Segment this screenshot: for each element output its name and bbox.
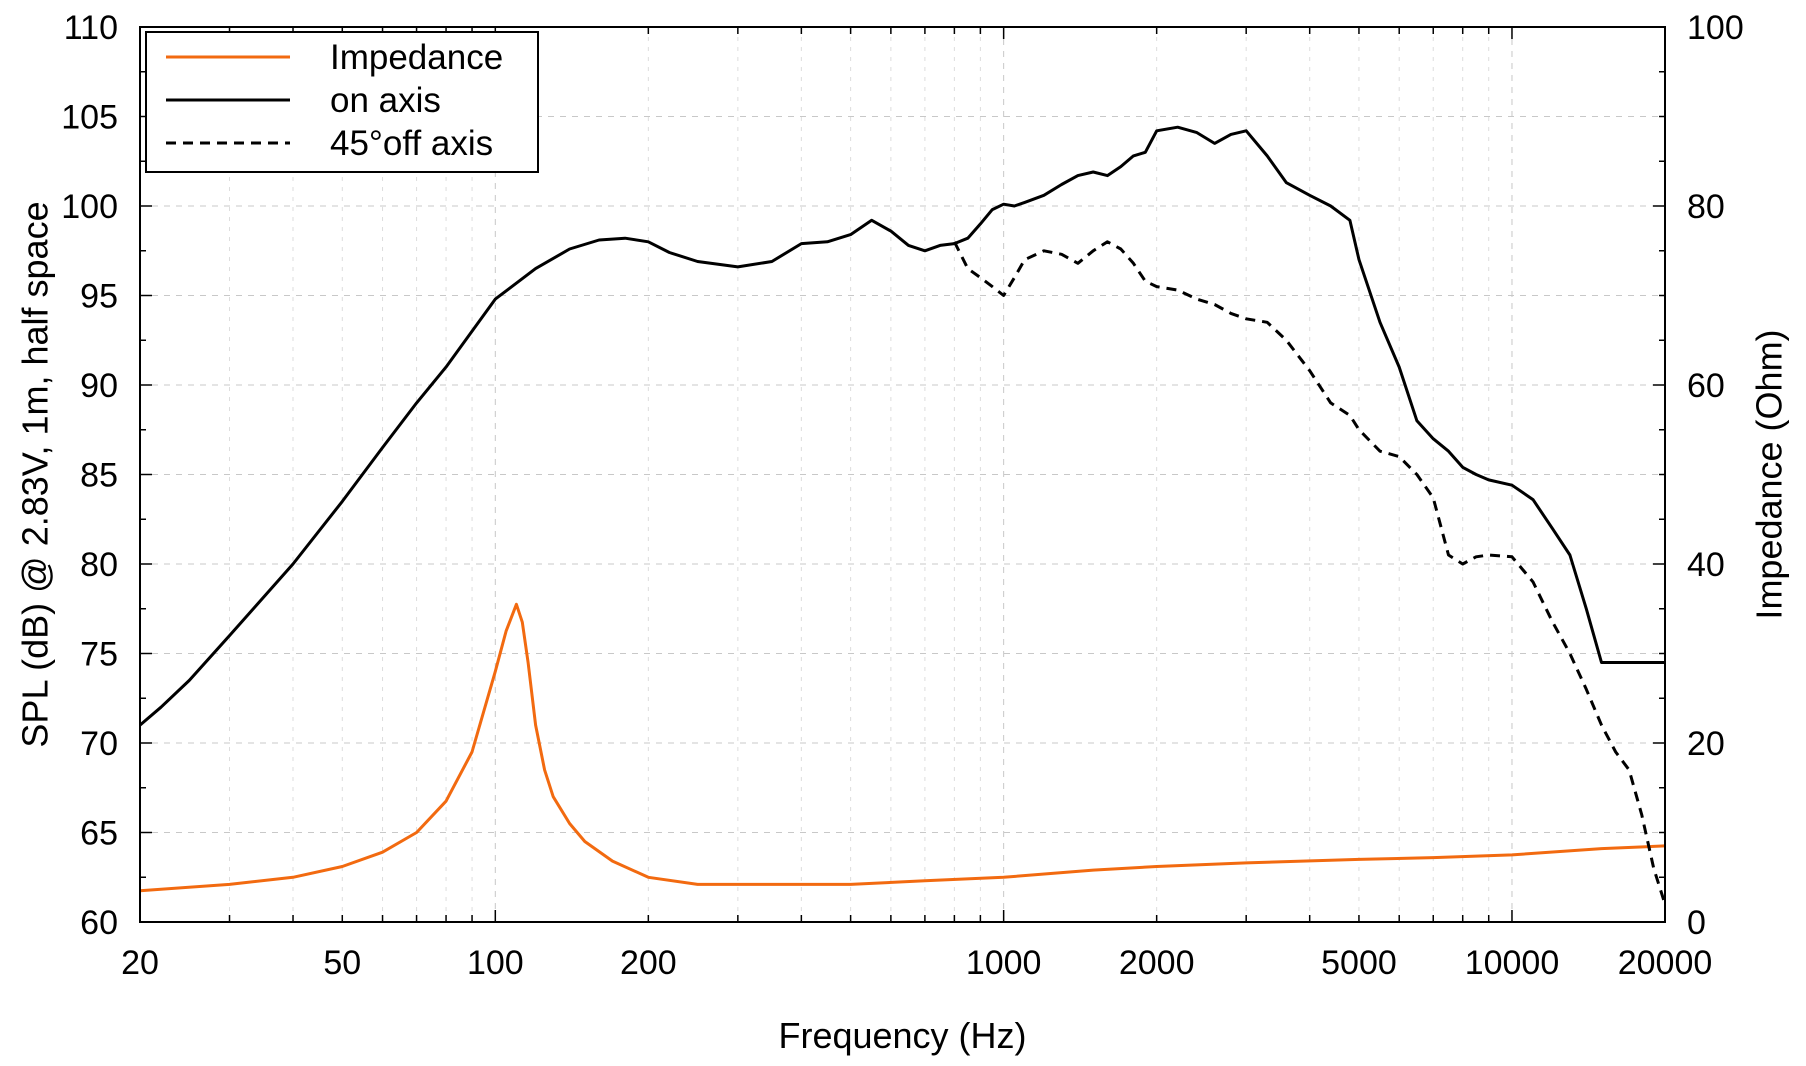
legend: Impedance on axis 45°off axis [145, 31, 539, 173]
series-line-impedance [139, 602, 1666, 893]
series-line-on-axis [139, 125, 1665, 727]
y-left-tick-label: 85 [80, 457, 118, 495]
x-tick-label: 20 [121, 944, 159, 982]
y-left-tick-label: 75 [80, 636, 118, 674]
x-tick-label: 100 [467, 944, 524, 982]
x-axis-title: Frequency (Hz) [778, 1015, 1026, 1056]
x-tick-label: 2000 [1119, 944, 1195, 982]
x-tick-label: 1000 [966, 944, 1042, 982]
y-left-tick-label: 105 [61, 99, 118, 137]
y-left-tick-label: 110 [64, 9, 118, 47]
y-right-tick-label: 0 [1687, 904, 1706, 942]
x-tick-label: 20000 [1618, 944, 1713, 982]
y-left-tick-labels: 60 65 70 75 80 85 90 95 100 105 110 [61, 9, 118, 942]
series-layer [139, 125, 1667, 905]
y-left-tick-label: 80 [80, 546, 118, 584]
y-right-tick-label: 20 [1687, 725, 1725, 763]
x-tick-label: 10000 [1465, 944, 1560, 982]
legend-label-on-axis: on axis [330, 81, 441, 120]
y-left-tick-label: 65 [80, 815, 118, 853]
y-right-axis-title: Impedance (Ohm) [1749, 329, 1790, 619]
y-right-tick-label: 80 [1687, 188, 1725, 226]
legend-label-impedance: Impedance [330, 38, 503, 77]
y-right-tick-labels: 0 20 40 60 80 100 [1687, 9, 1744, 942]
x-tick-label: 200 [620, 944, 677, 982]
legend-box [145, 31, 539, 173]
y-left-tick-label: 60 [80, 904, 118, 942]
y-right-tick-label: 60 [1687, 367, 1725, 405]
y-right-tick-label: 40 [1687, 546, 1725, 584]
series-line-45-off-axis [953, 240, 1667, 905]
y-left-axis-title: SPL (dB) @ 2.83V, 1m, half space [15, 201, 56, 747]
y-right-tick-label: 100 [1687, 9, 1744, 47]
legend-label-45-off-axis: 45°off axis [330, 124, 493, 163]
x-tick-label: 5000 [1321, 944, 1397, 982]
y-left-tick-label: 90 [80, 367, 118, 405]
y-left-tick-label: 100 [61, 188, 118, 226]
y-left-tick-label: 70 [80, 725, 118, 763]
x-tick-labels: 20 50 100 200 1000 2000 5000 10000 20000 [121, 944, 1712, 982]
y-left-tick-label: 95 [80, 278, 118, 316]
x-tick-label: 50 [323, 944, 361, 982]
